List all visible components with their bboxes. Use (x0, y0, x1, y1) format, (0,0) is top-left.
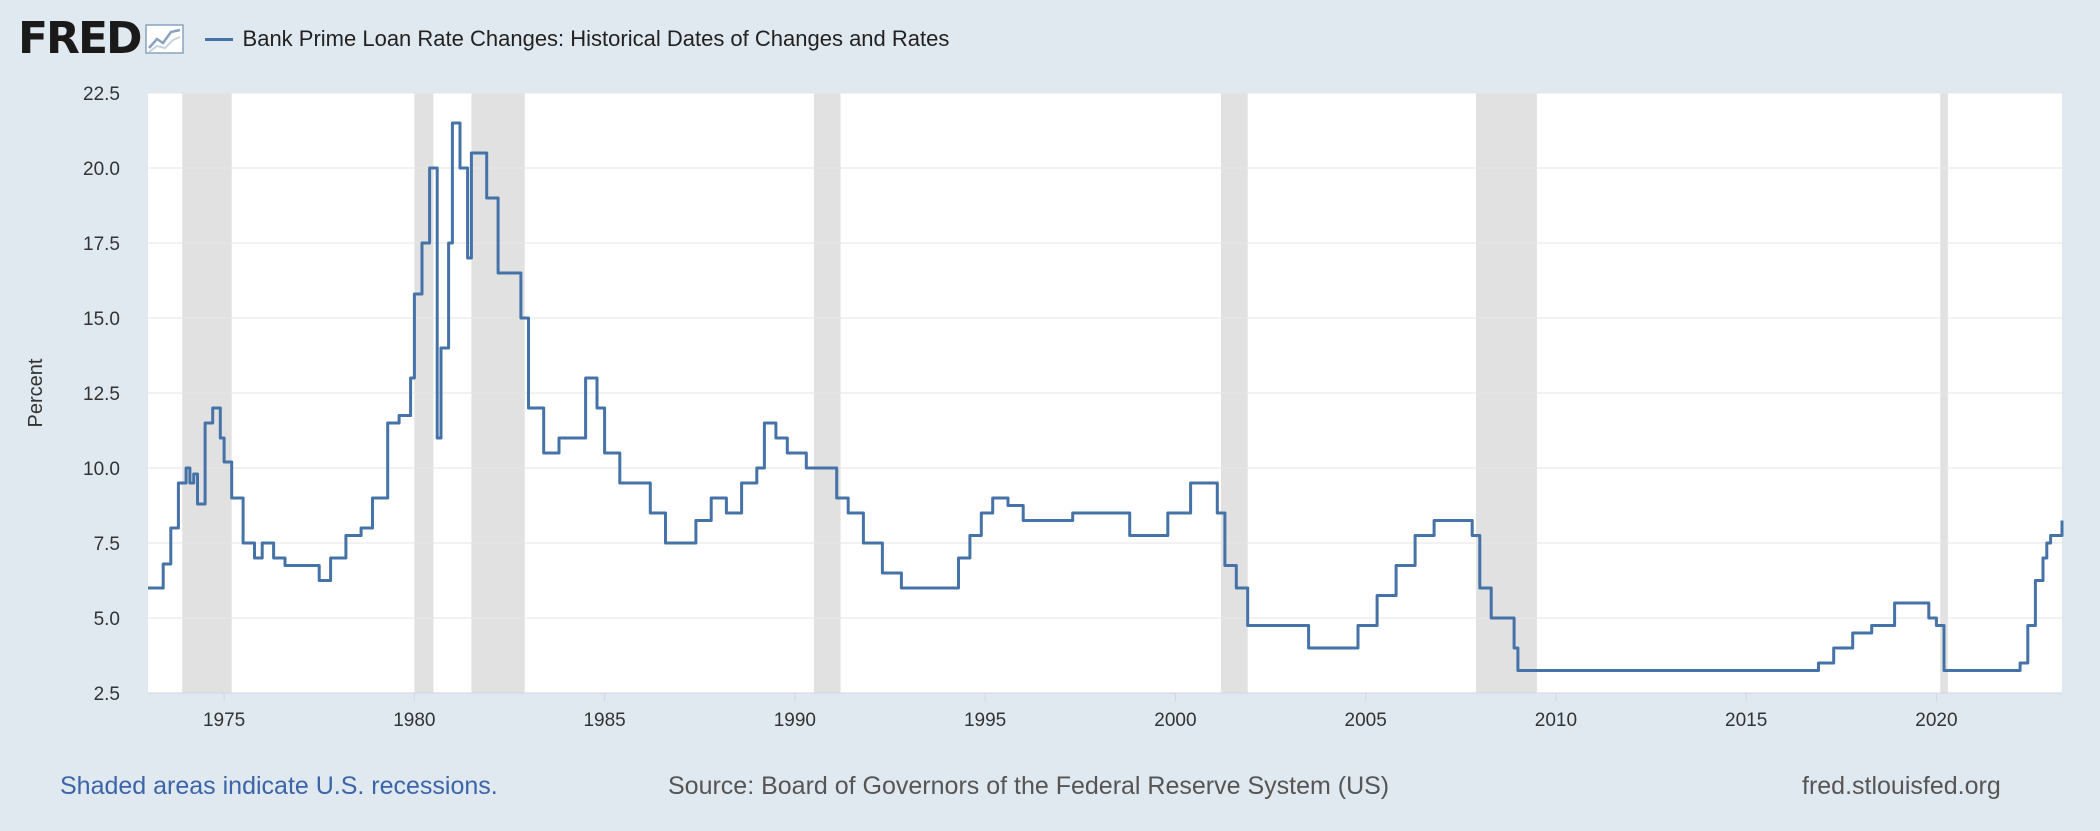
y-tick-label: 2.5 (94, 684, 120, 705)
y-tick-label: 7.5 (94, 534, 120, 555)
y-tick-label: 5.0 (94, 609, 120, 630)
x-tick-label: 1985 (583, 710, 625, 731)
y-tick-label: 15.0 (83, 309, 120, 330)
fred-logo[interactable]: FRED (18, 17, 185, 61)
y-tick-label: 17.5 (83, 234, 120, 255)
chart-header: FRED Bank Prime Loan Rate Changes: Histo… (18, 14, 949, 64)
site-link[interactable]: fred.stlouisfed.org (1802, 772, 2001, 800)
x-tick-label: 2010 (1535, 710, 1577, 731)
x-tick-label: 2000 (1154, 710, 1196, 731)
x-tick-label: 1975 (203, 710, 245, 731)
x-tick-label: 1995 (964, 710, 1006, 731)
x-tick-label: 1990 (774, 710, 816, 731)
legend-label: Bank Prime Loan Rate Changes: Historical… (242, 26, 950, 51)
legend-item[interactable]: Bank Prime Loan Rate Changes: Historical… (204, 26, 950, 52)
x-tick-label: 2015 (1725, 710, 1767, 731)
legend-swatch (204, 37, 233, 41)
source-note: Source: Board of Governors of the Federa… (668, 772, 1390, 800)
line-chart: 2.55.07.510.012.515.017.520.022.5 1975 19… (25, 84, 2064, 731)
y-tick-label: 22.5 (83, 84, 120, 105)
recession-note: Shaded areas indicate U.S. recessions. (60, 772, 498, 800)
y-tick-label: 12.5 (83, 384, 120, 405)
x-tick-label: 2020 (1915, 710, 1957, 731)
y-tick-label: 10.0 (83, 459, 120, 480)
x-axis: 1975 1980 1985 1990 1995 2000 2005 2010 2015 2020 (148, 692, 2062, 731)
series-line-prime-rate[interactable] (148, 121, 2064, 672)
x-tick-label: 1980 (393, 710, 435, 731)
fred-logo-text: FRED (18, 13, 143, 64)
y-axis-label: Percent (25, 358, 47, 427)
fred-chart-icon (144, 24, 184, 54)
y-tick-label: 20.0 (83, 159, 120, 180)
y-axis: 2.5 5.0 7.5 10.0 12.5 15.0 17.5 20.0 22.5 (83, 84, 120, 705)
x-tick-label: 2005 (1345, 710, 1387, 731)
